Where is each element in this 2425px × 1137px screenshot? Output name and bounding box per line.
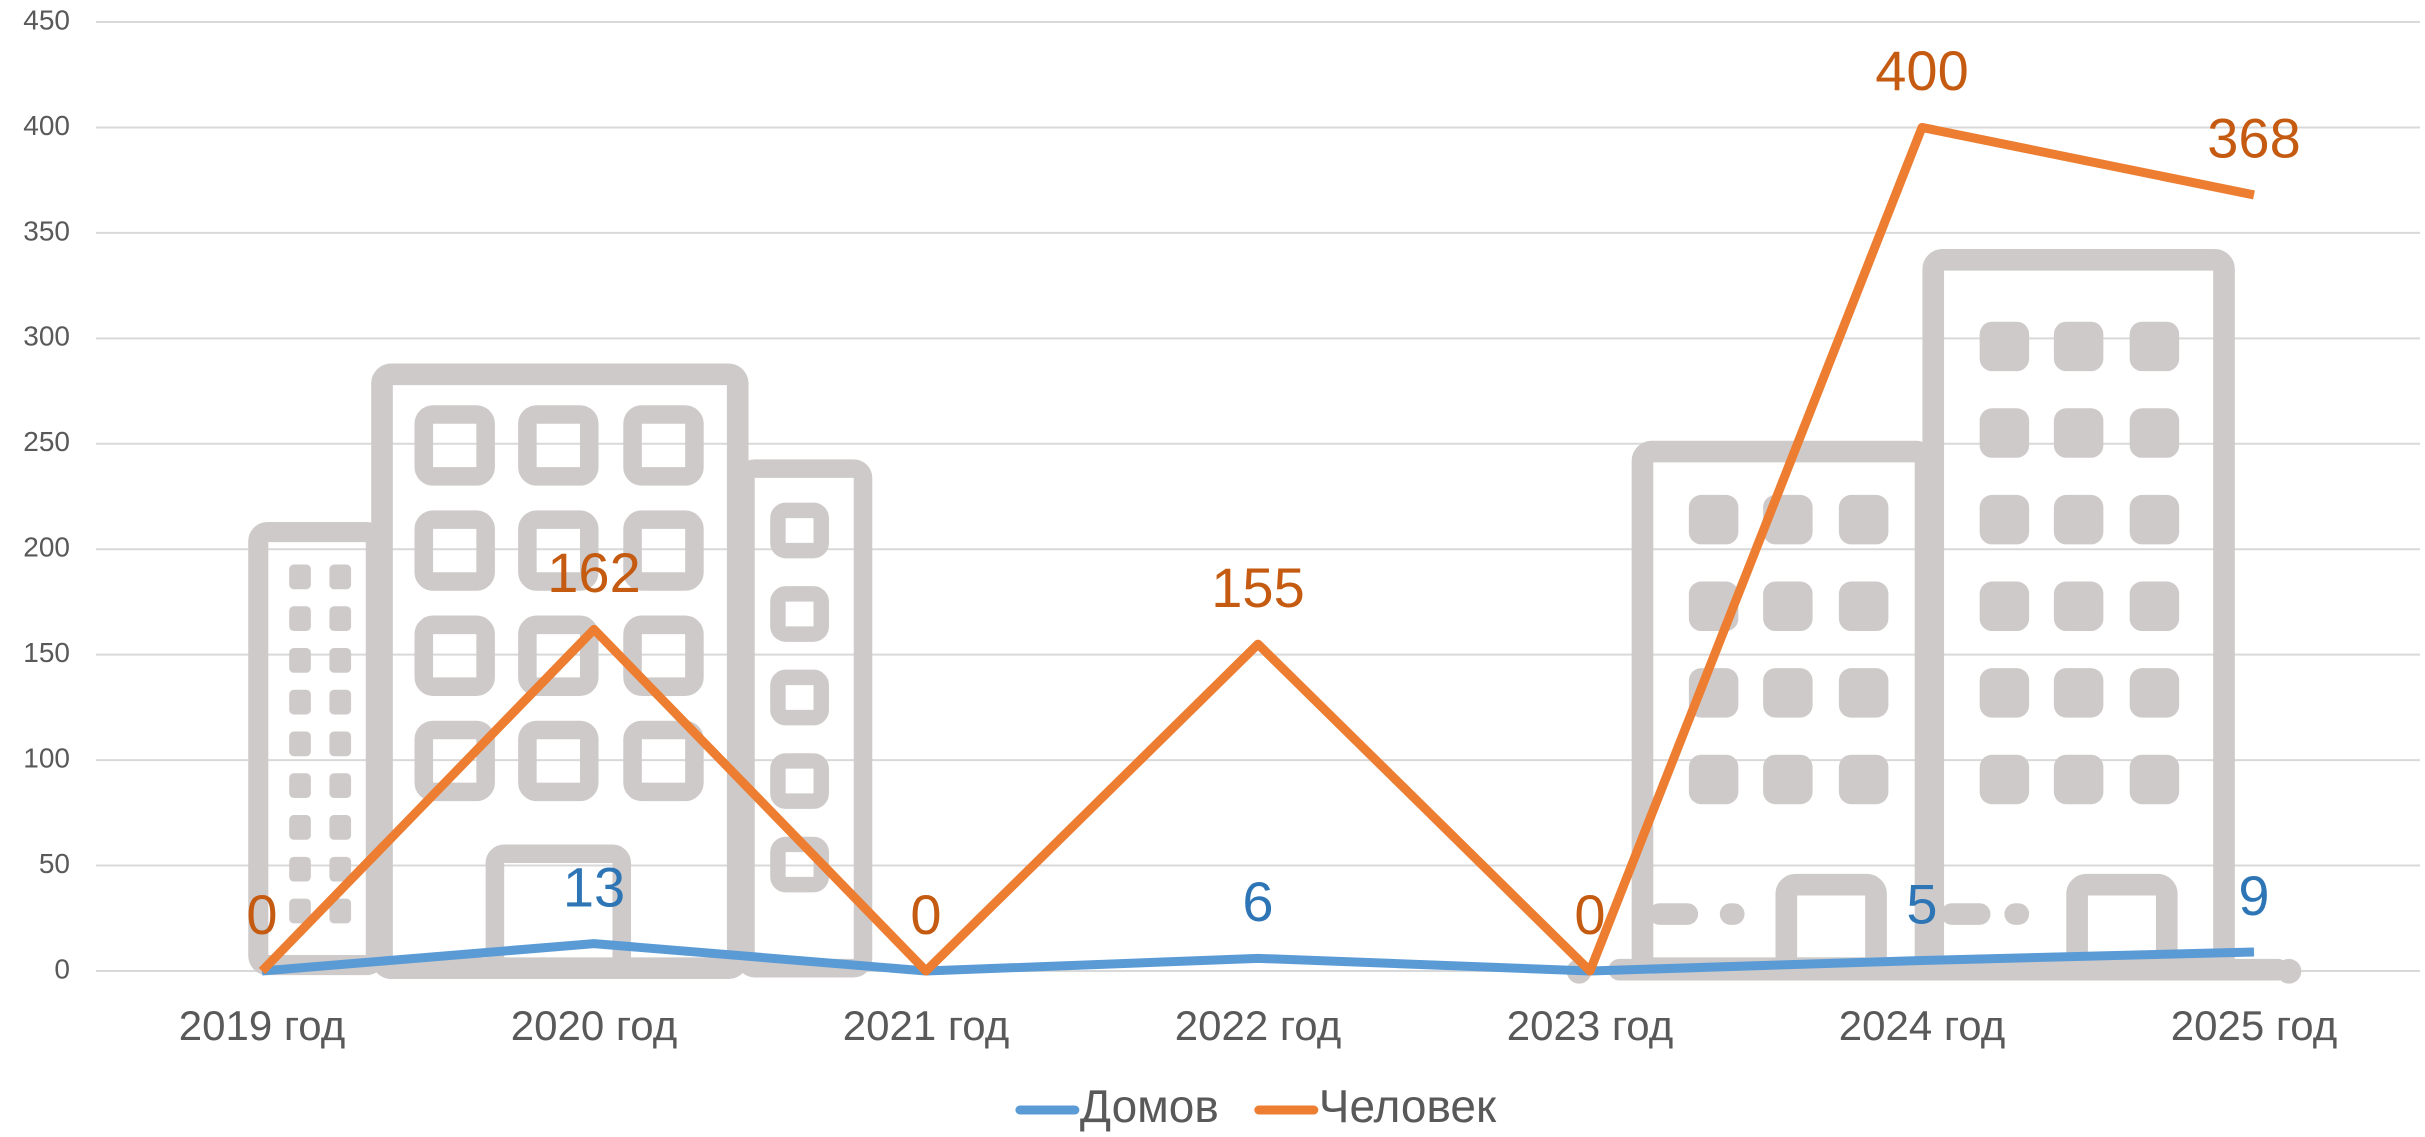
- x-tick-label: 2019 год: [179, 1002, 345, 1049]
- y-tick-label: 300: [23, 321, 70, 352]
- series-line: [258, 122, 2255, 976]
- building-illustration: [248, 249, 2302, 984]
- y-tick-label: 250: [23, 426, 70, 457]
- data-label: 6: [1242, 870, 1273, 933]
- x-tick-label: 2023 год: [1507, 1002, 1673, 1049]
- x-tick-label: 2022 год: [1175, 1002, 1341, 1049]
- series-line: [261, 939, 2255, 976]
- data-label: 9: [2238, 864, 2269, 927]
- y-tick-label: 50: [39, 848, 70, 879]
- data-label: 400: [1875, 39, 1968, 102]
- data-label: 0: [910, 883, 941, 946]
- x-tick-label: 2024 год: [1839, 1002, 2005, 1049]
- data-label: 5: [1906, 872, 1937, 935]
- y-tick-label: 0: [54, 953, 70, 984]
- data-label: 368: [2207, 107, 2300, 170]
- plot-area: 2019 год 2020 год 2021 год 2022 год 2023 год…: [179, 39, 2337, 1049]
- data-label: 162: [547, 541, 640, 604]
- y-tick-label: 400: [23, 110, 70, 141]
- x-tick-label: 2020 год: [511, 1002, 677, 1049]
- data-label: 13: [563, 855, 625, 918]
- y-tick-label: 350: [23, 215, 70, 246]
- data-label: 0: [246, 883, 277, 946]
- legend-label: Человек: [1319, 1080, 1497, 1132]
- x-tick-label: 2025 год: [2171, 1002, 2337, 1049]
- x-tick-label: 2021 год: [843, 1002, 1009, 1049]
- y-tick-label: 100: [23, 743, 70, 774]
- data-label: 155: [1211, 556, 1304, 619]
- y-tick-label: 200: [23, 532, 70, 563]
- legend: Домов Человек: [1015, 1080, 1497, 1132]
- data-label: 0: [1574, 883, 1605, 946]
- y-tick-label: 150: [23, 637, 70, 668]
- y-tick-label: 450: [23, 4, 70, 35]
- legend-label: Домов: [1080, 1080, 1219, 1132]
